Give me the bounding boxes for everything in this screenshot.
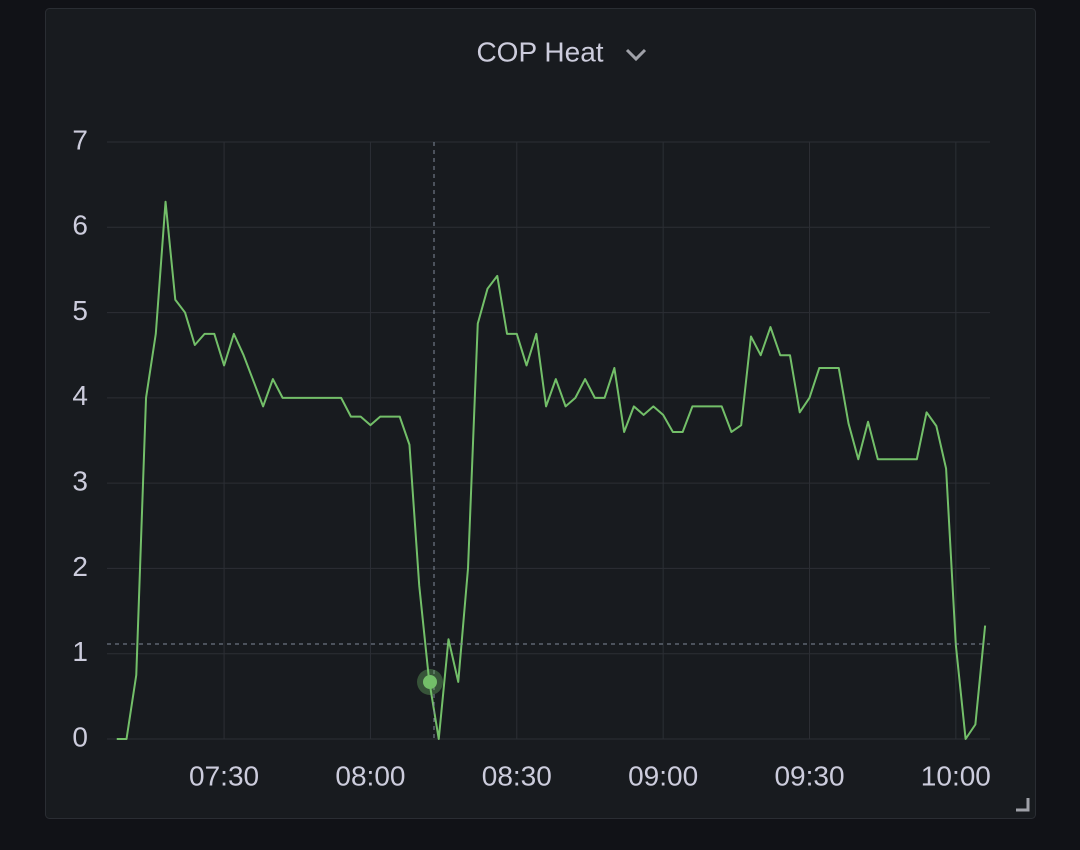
x-tick-label: 10:00 [921,760,991,791]
title-menu-chevron[interactable] [625,48,647,62]
y-tick-label: 4 [72,380,88,411]
y-tick-label: 2 [72,551,88,582]
x-tick-label: 07:30 [189,760,259,791]
x-tick-label: 09:30 [774,760,844,791]
y-tick-label: 3 [72,466,88,497]
resize-handle[interactable] [1016,798,1030,812]
x-tick-label: 08:30 [482,760,552,791]
hover-point [423,675,437,689]
y-tick-label: 5 [72,295,88,326]
x-tick-label: 09:00 [628,760,698,791]
plot: 0 1 2 3 4 5 6 7 07:30 08:00 08:30 09:00 09:30 10:00 [72,124,990,791]
y-tick-label: 7 [72,124,88,155]
panel-title[interactable]: COP Heat [476,36,603,67]
panel [45,8,1036,819]
y-tick-label: 6 [72,210,88,241]
y-tick-label: 0 [72,721,88,752]
y-tick-label: 1 [72,636,88,667]
series-line [116,200,987,740]
x-tick-label: 08:00 [335,760,405,791]
